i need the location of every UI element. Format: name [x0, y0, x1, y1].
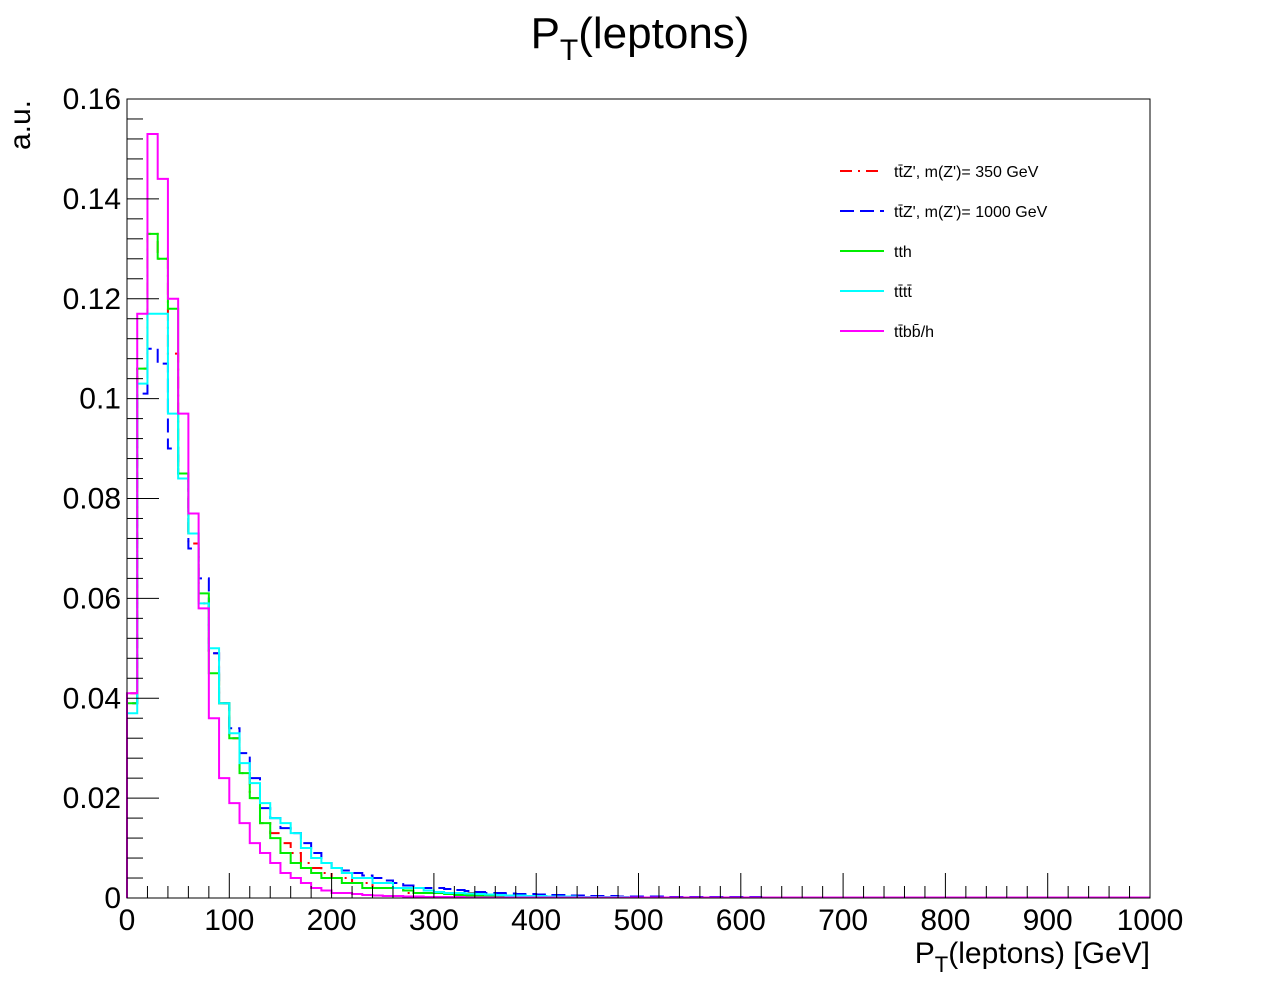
legend-label-3: tt̄tt̄: [894, 284, 912, 301]
x-tick-label: 600: [716, 904, 766, 937]
y-tick-label: 0.04: [63, 682, 121, 715]
legend-label-0: tt̄Z', m(Z')= 350 GeV: [894, 164, 1039, 181]
axis-layer: 0 100 200 300 400 500 600 700 800 900 1000 0 0.02 0.0…: [63, 83, 1184, 937]
x-tick-label: 0: [119, 904, 136, 937]
y-tick-label: 0: [104, 882, 121, 915]
y-tick-label: 0.14: [63, 183, 121, 216]
y-axis-label: a.u.: [4, 100, 37, 150]
legend-label-1: tt̄Z', m(Z')= 1000 GeV: [894, 204, 1048, 221]
legend-label-2: tth: [894, 244, 912, 261]
y-tick-label: 0.06: [63, 582, 121, 615]
legend-label-4: tt̄bb̄/h: [894, 324, 934, 341]
y-tick-label: 0.1: [79, 383, 121, 416]
y-tick-label: 0.08: [63, 483, 121, 516]
x-tick-label: 200: [307, 904, 357, 937]
chart-title: PT(leptons): [531, 9, 750, 67]
x-tick-label: 700: [818, 904, 868, 937]
y-tick-label: 0.16: [63, 83, 121, 116]
x-axis-label-sub: T: [935, 952, 948, 977]
x-axis-label-main: P: [915, 937, 935, 970]
chart-title-rest: (leptons): [578, 9, 749, 58]
chart-title-sub: T: [560, 34, 578, 67]
x-tick-label: 100: [204, 904, 254, 937]
x-tick-label: 900: [1023, 904, 1073, 937]
x-tick-label: 800: [920, 904, 970, 937]
x-axis-label-rest: (leptons) [GeV]: [948, 937, 1150, 970]
x-axis-label: PT(leptons) [GeV]: [915, 937, 1150, 977]
plot-frame: [126, 98, 1151, 899]
chart-title-main: P: [531, 9, 560, 58]
legend: tt̄Z', m(Z')= 350 GeV tt̄Z', m(Z')= 1000 …: [840, 164, 1048, 341]
x-tick-label: 500: [613, 904, 663, 937]
x-tick-label: 1000: [1117, 904, 1184, 937]
y-tick-label: 0.12: [63, 283, 121, 316]
series-line-1: [126, 347, 1150, 899]
x-tick-label: 300: [409, 904, 459, 937]
x-tick-label: 400: [511, 904, 561, 937]
y-tick-label: 0.02: [63, 782, 121, 815]
